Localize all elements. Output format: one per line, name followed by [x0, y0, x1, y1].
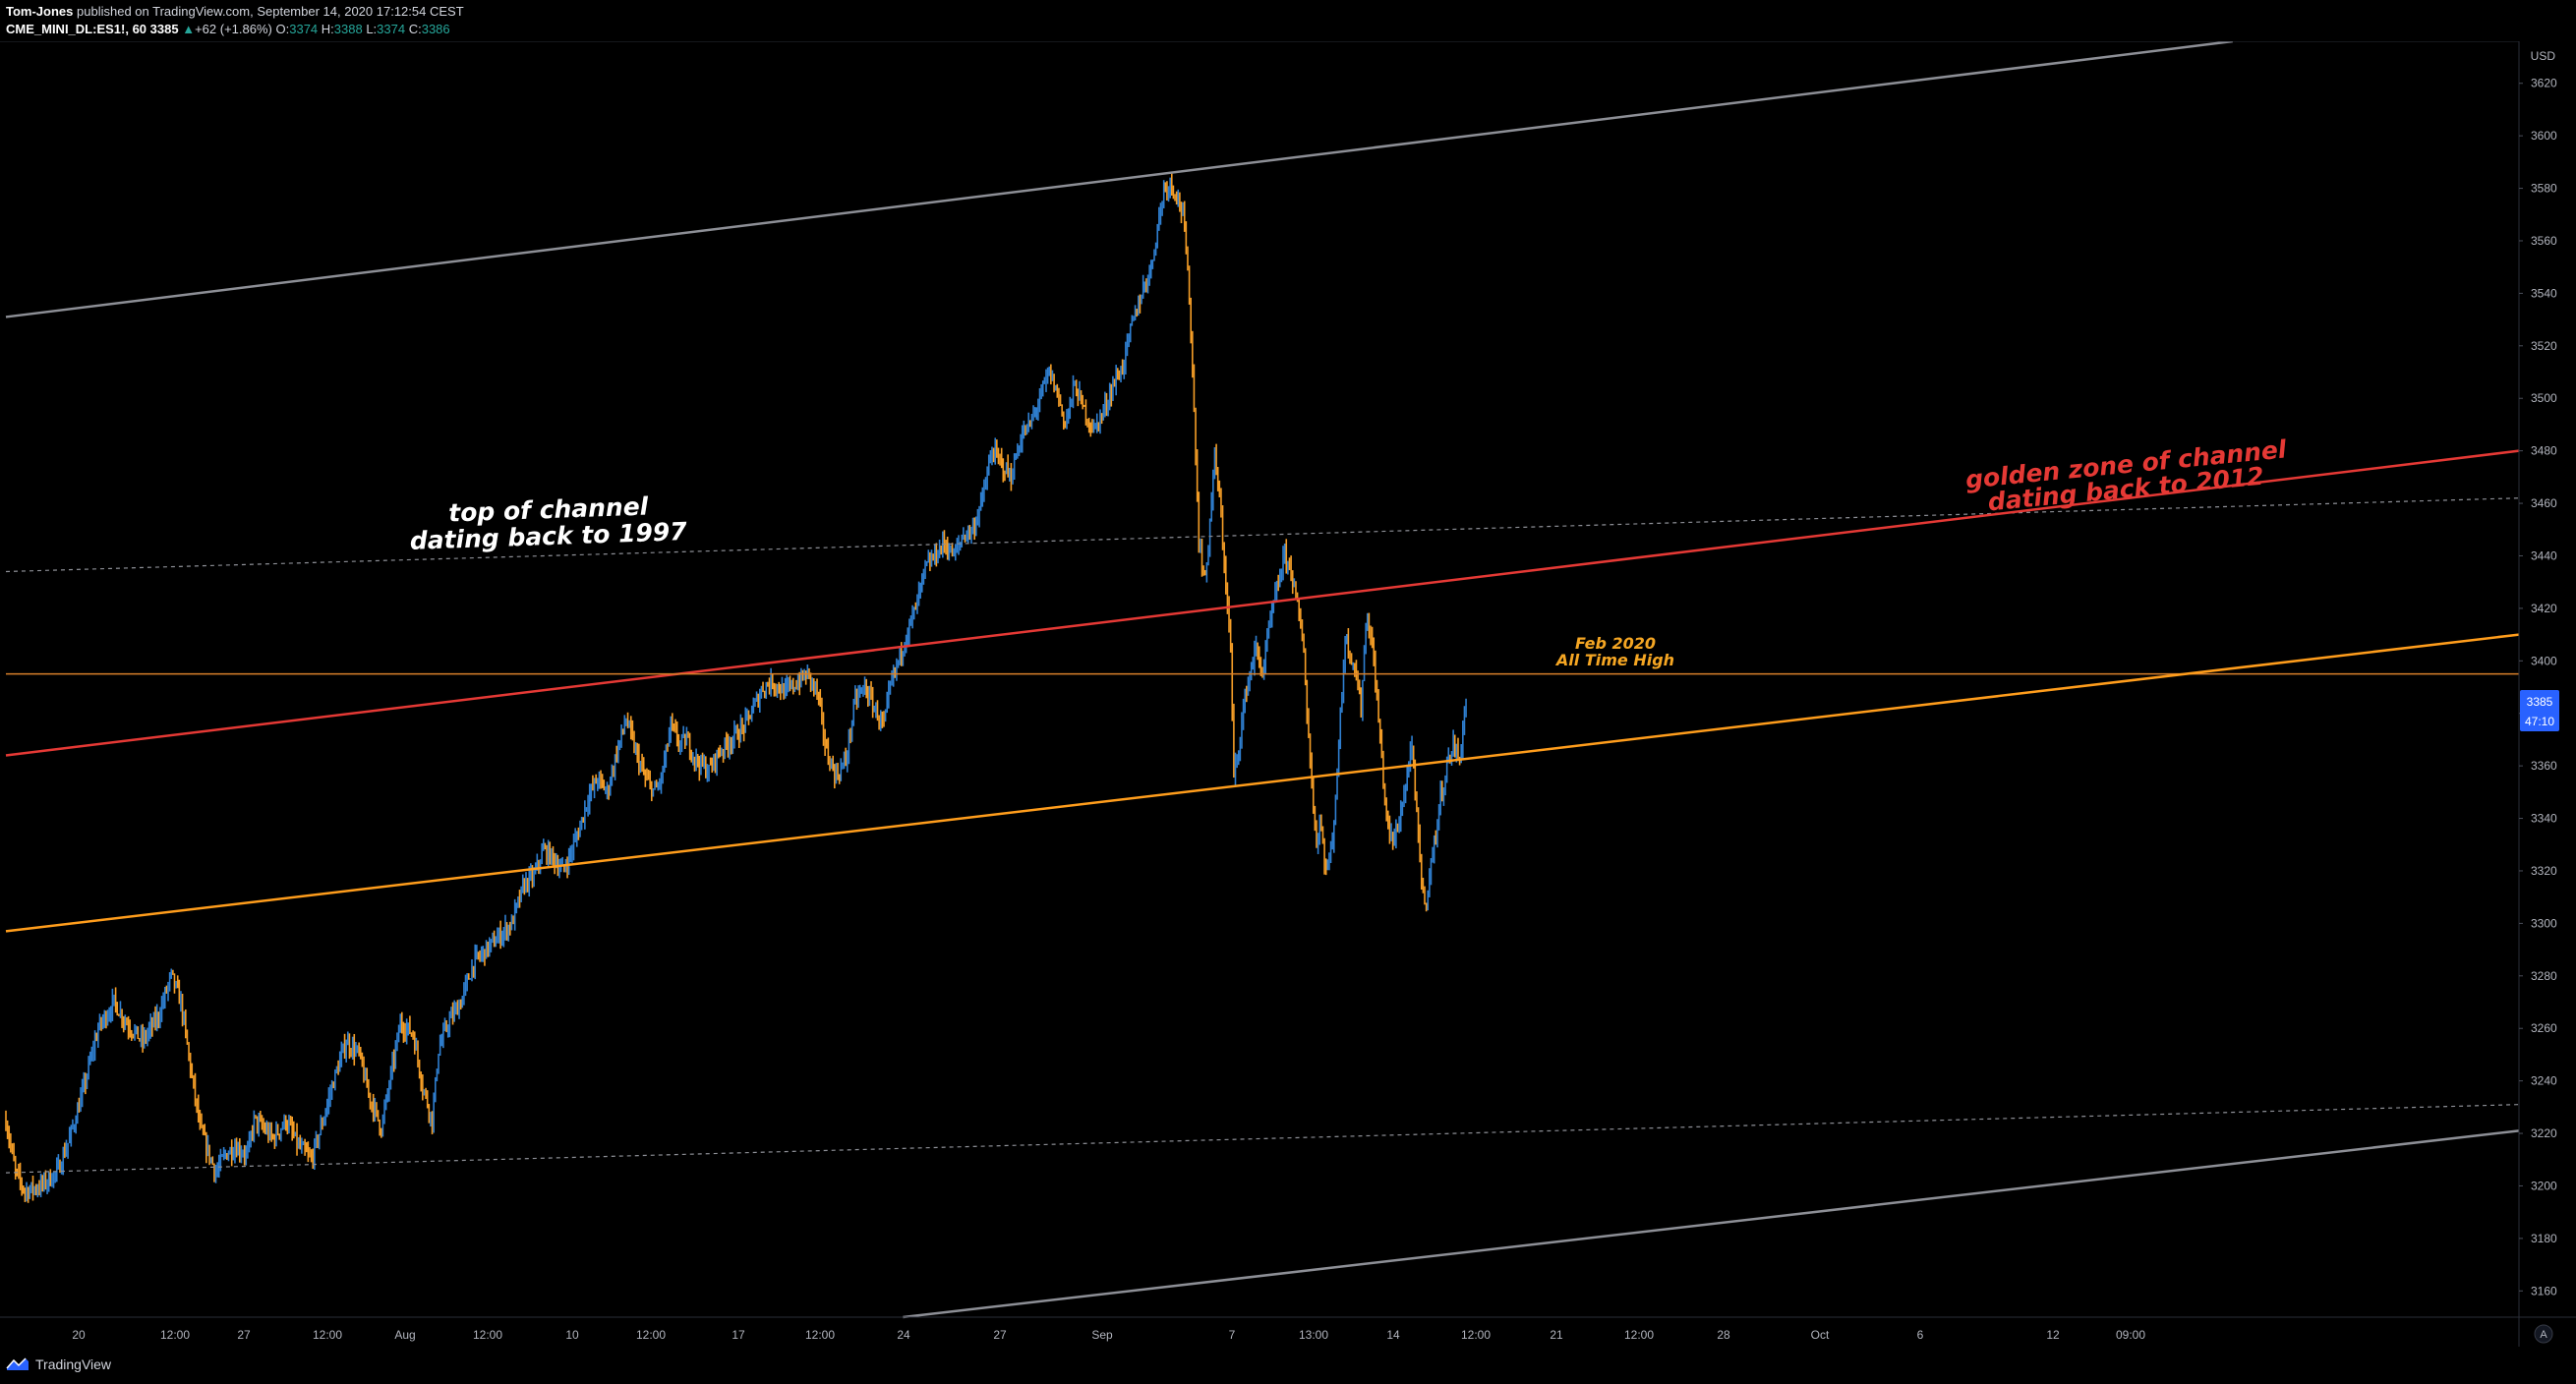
time-tick-label: 12:00	[805, 1328, 835, 1342]
tradingview-logo-icon[interactable]	[6, 1356, 29, 1372]
price-tick-label: 3300	[2531, 916, 2557, 930]
chart-header: Tom-Jones published on TradingView.com, …	[0, 0, 2576, 41]
candles-layer	[5, 173, 1467, 1203]
price-tick-label: 3620	[2531, 77, 2557, 90]
time-tick-label: 12:00	[1624, 1328, 1654, 1342]
time-tick-label: 21	[1550, 1328, 1563, 1342]
author-name[interactable]: Tom-Jones	[6, 4, 74, 19]
last-price: 3385	[149, 22, 179, 36]
price-tick-label: 3480	[2531, 444, 2557, 458]
price-tick-label: 3420	[2531, 602, 2557, 615]
high-label: H:	[321, 22, 334, 36]
open-label: O:	[275, 22, 290, 36]
close-value: 3386	[421, 22, 450, 36]
current-price-tag-bg	[2520, 690, 2559, 731]
time-tick-label: 17	[732, 1328, 745, 1342]
price-tick-label: 3340	[2531, 812, 2557, 826]
price-tick-label: 3320	[2531, 864, 2557, 878]
currency-label: USD	[2531, 49, 2556, 63]
symbol-line: CME_MINI_DL:ES1!, 60 3385 ▲+62 (+1.86%) …	[6, 21, 450, 37]
price-tick-label: 3160	[2531, 1284, 2557, 1298]
upper-dotted-line[interactable]	[5, 497, 2520, 573]
time-tick-label: 12:00	[636, 1328, 666, 1342]
publish-info: published on TradingView.com, September …	[77, 4, 464, 19]
price-tick-label: 3280	[2531, 969, 2557, 983]
publish-line: Tom-Jones published on TradingView.com, …	[6, 3, 464, 20]
time-tick-label: 27	[237, 1328, 251, 1342]
open-value: 3374	[289, 22, 319, 36]
time-tick-label: 12:00	[473, 1328, 502, 1342]
price-tick-label: 3600	[2531, 129, 2557, 143]
time-tick-label: 14	[1386, 1328, 1400, 1342]
price-tick-label: 3460	[2531, 496, 2557, 510]
time-tick-label: 12	[2046, 1328, 2060, 1342]
golden-zone-line[interactable]	[5, 449, 2520, 757]
price-tick-label: 3200	[2531, 1179, 2557, 1192]
price-change: +62 (+1.86%)	[195, 22, 272, 36]
top-of-channel-annotation-line-1: top of channel	[448, 491, 649, 527]
price-tick-label: 3260	[2531, 1021, 2557, 1035]
price-tick-label: 3240	[2531, 1074, 2557, 1088]
price-tick-label: 3580	[2531, 182, 2557, 196]
time-tick-label: 09:00	[2116, 1328, 2145, 1342]
price-tick-label: 3400	[2531, 654, 2557, 667]
orange-channel-line[interactable]	[5, 633, 2520, 933]
time-tick-label: Oct	[1811, 1328, 1830, 1342]
time-tick-label: 10	[565, 1328, 579, 1342]
time-tick-label: 28	[1717, 1328, 1730, 1342]
price-axis-ticks: 3160 3180 3200 3220 3240 3260 3280 3300 3320 3340…	[2519, 77, 2557, 1298]
time-tick-label: 6	[1917, 1328, 1924, 1342]
annotations-layer: top of channel dating back to 1997 golde…	[409, 434, 2288, 669]
change-arrow-icon: ▲	[182, 22, 196, 36]
time-tick-label: 12:00	[160, 1328, 190, 1342]
low-value: 3374	[377, 22, 406, 36]
price-tick-label: 3500	[2531, 391, 2557, 405]
lower-channel-line[interactable]	[903, 1129, 2520, 1319]
time-tick-label: Aug	[394, 1328, 415, 1342]
time-tick-label: Sep	[1091, 1328, 1113, 1342]
time-tick-label: 24	[897, 1328, 910, 1342]
auto-scale-button-circle[interactable]	[2534, 1324, 2553, 1344]
close-label: C:	[408, 22, 422, 36]
trend-lines-layer	[5, 39, 2520, 1319]
time-tick-label: 12:00	[313, 1328, 342, 1342]
low-label: L:	[366, 22, 378, 36]
countdown-label: 47:10	[2525, 715, 2554, 728]
price-tick-label: 3520	[2531, 339, 2557, 353]
time-tick-label: 20	[72, 1328, 86, 1342]
ath-annotation-line-2: All Time High	[1554, 651, 1674, 669]
price-tick-label: 3560	[2531, 234, 2557, 248]
symbol-name[interactable]: CME_MINI_DL:ES1!, 60	[6, 22, 147, 36]
price-tick-label: 3540	[2531, 286, 2557, 300]
brand-label: TradingView	[35, 1356, 112, 1372]
time-tick-label: 12:00	[1461, 1328, 1491, 1342]
auto-scale-button[interactable]: A	[2534, 1324, 2553, 1344]
auto-scale-icon[interactable]: A	[2540, 1329, 2547, 1341]
ath-annotation-line-1: Feb 2020	[1575, 634, 1656, 653]
time-tick-label: 27	[993, 1328, 1007, 1342]
price-tick-label: 3220	[2531, 1126, 2557, 1140]
current-price-label: 3385	[2527, 695, 2553, 709]
high-value: 3388	[333, 22, 363, 36]
price-tick-label: 3440	[2531, 548, 2557, 562]
price-tick-label: 3180	[2531, 1232, 2557, 1245]
time-tick-label: 7	[1229, 1328, 1236, 1342]
upper-channel-line[interactable]	[5, 39, 2233, 318]
lower-dotted-line[interactable]	[5, 1104, 2520, 1174]
footer-bar: TradingView	[0, 1349, 2576, 1384]
time-tick-label: 13:00	[1299, 1328, 1328, 1342]
price-tick-label: 3360	[2531, 759, 2557, 773]
axes-layer: USD 3160 3180 3200 3220 3240 3260 3280 3300 3320…	[0, 40, 2576, 1347]
tradingview-brand[interactable]: TradingView	[6, 1356, 111, 1372]
time-axis-ticks[interactable]: 20 12:00 27 12:00 Aug 12:00 10 12:00 17 12:00 24 27…	[72, 1328, 2145, 1342]
current-price-tag: 3385 47:10	[2520, 690, 2559, 731]
